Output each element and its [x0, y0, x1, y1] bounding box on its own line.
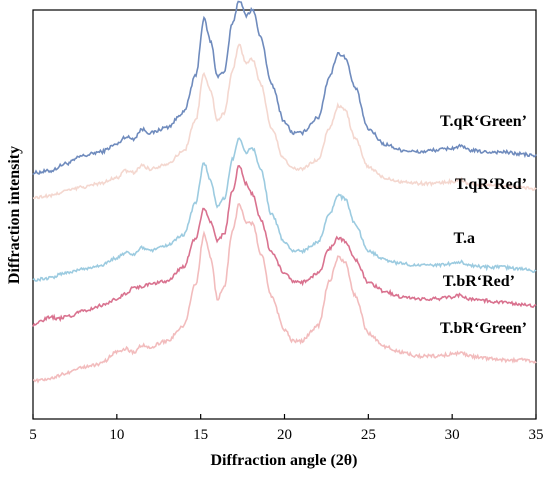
series-label-2: T.qR‘Red’: [455, 176, 527, 193]
series-line-4: [32, 165, 537, 327]
series-line-2: [32, 43, 537, 200]
series-label-5: T.bR‘Green’: [440, 320, 527, 337]
x-tick-label-5: 5: [29, 427, 37, 443]
y-axis-label: Diffraction intensity: [6, 146, 23, 284]
series-line-5: [33, 202, 537, 384]
x-tick-label-30: 30: [445, 427, 460, 443]
series-labels-layer: T.qR‘Green’ T.qR‘Red’ T.a T.bR‘Red’ T.bR‘Gre…: [440, 113, 527, 337]
series-label-4: T.bR‘Red’: [443, 273, 515, 290]
series-layer: [32, 0, 537, 384]
x-tick-label-25: 25: [361, 427, 376, 443]
ticks-layer: 5 10 15 20 25 30 35: [29, 414, 544, 443]
x-tick-label-20: 20: [277, 427, 292, 443]
series-label-3: T.a: [454, 230, 475, 247]
x-tick-label-35: 35: [529, 427, 544, 443]
series-label-1: T.qR‘Green’: [440, 113, 527, 130]
series-line-1: [32, 0, 537, 176]
x-tick-label-10: 10: [109, 427, 124, 443]
series-line-3: [32, 137, 537, 282]
x-tick-label-15: 15: [193, 427, 208, 443]
x-axis-label: Diffraction angle (2θ): [211, 452, 358, 469]
